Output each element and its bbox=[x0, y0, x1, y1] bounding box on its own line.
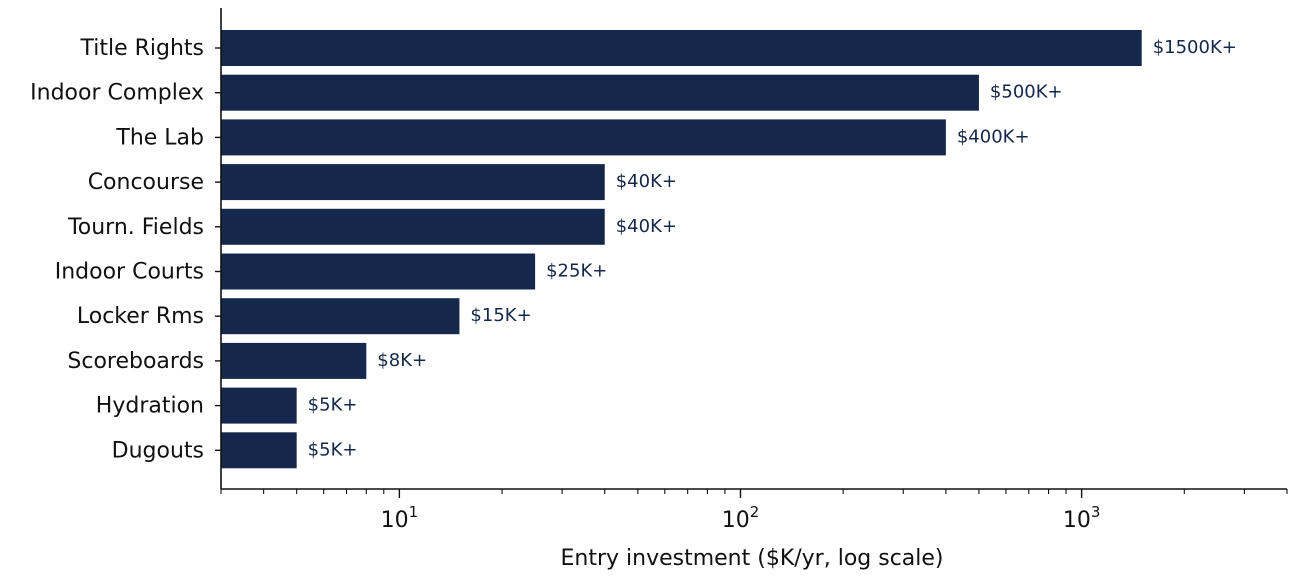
y-tick-label: The Lab bbox=[115, 125, 204, 150]
bar-value-label: $15K+ bbox=[470, 305, 531, 326]
bar-value-label: $500K+ bbox=[990, 82, 1063, 103]
bar-value-label: $5K+ bbox=[308, 439, 358, 460]
bar bbox=[221, 74, 979, 111]
bar-value-label: $8K+ bbox=[377, 350, 427, 371]
bar-value-label: $400K+ bbox=[957, 126, 1030, 147]
bar-value-label: $5K+ bbox=[308, 395, 358, 416]
y-tick-label: Title Rights bbox=[79, 36, 204, 61]
bar bbox=[221, 298, 460, 335]
y-tick-label: Indoor Courts bbox=[55, 260, 204, 285]
bar bbox=[221, 387, 297, 424]
x-axis-title: Entry investment ($K/yr, log scale) bbox=[560, 546, 943, 571]
y-tick-label: Tourn. Fields bbox=[67, 215, 204, 240]
y-tick-label: Concourse bbox=[88, 170, 204, 195]
x-ticks-group: 101 102 103 bbox=[220, 489, 1288, 533]
y-tick-labels-group: Title Rights Indoor Complex The Lab Concour… bbox=[30, 36, 221, 463]
x-tick-label: 103 bbox=[1063, 503, 1101, 533]
y-tick-label: Dugouts bbox=[112, 438, 204, 463]
bar-value-label: $40K+ bbox=[616, 171, 677, 192]
y-tick-label: Indoor Complex bbox=[30, 81, 204, 106]
y-tick-label: Hydration bbox=[96, 394, 204, 419]
bar bbox=[221, 253, 536, 290]
x-tick-label: 102 bbox=[722, 503, 760, 533]
bar-labels-group: $1500K+ $500K+ $400K+ $40K+ $40K+ $25K+ $15K+ $… bbox=[308, 37, 1237, 460]
x-tick-label: 101 bbox=[381, 503, 419, 533]
bar-value-label: $1500K+ bbox=[1153, 37, 1237, 58]
bar bbox=[221, 208, 605, 245]
bar bbox=[221, 432, 297, 469]
bar-value-label: $40K+ bbox=[616, 216, 677, 237]
bar bbox=[221, 30, 1142, 66]
bar bbox=[221, 164, 605, 201]
y-tick-label: Locker Rms bbox=[77, 304, 204, 329]
bar-value-label: $25K+ bbox=[546, 261, 607, 282]
y-tick-label: Scoreboards bbox=[67, 349, 204, 374]
bar bbox=[221, 342, 367, 379]
bar bbox=[221, 119, 946, 156]
bars-group bbox=[221, 30, 1142, 469]
